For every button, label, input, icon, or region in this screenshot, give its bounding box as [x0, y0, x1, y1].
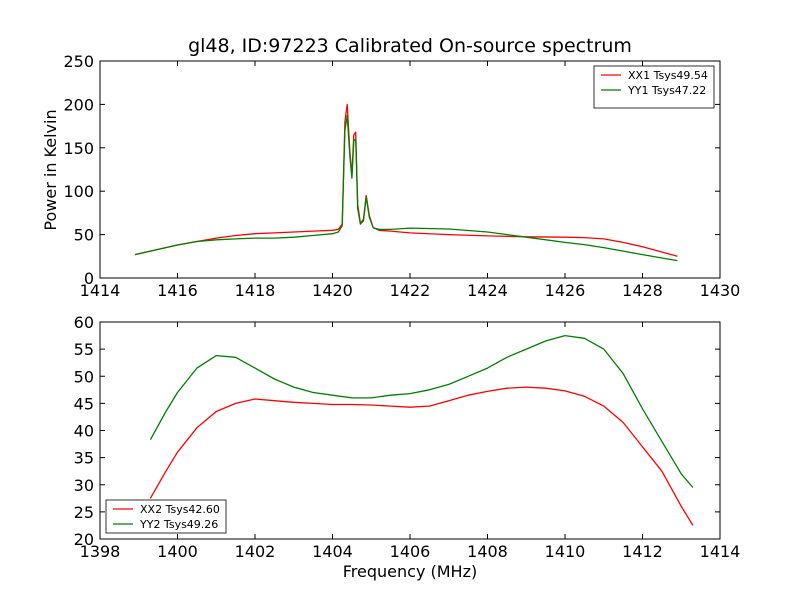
y-tick-label: 45	[74, 394, 94, 413]
y-tick-label: 40	[74, 422, 94, 441]
legend-label: XX2 Tsys42.60	[140, 503, 220, 516]
series-line-2	[134, 115, 678, 262]
x-tick-label: 1406	[390, 542, 431, 561]
y-tick-label: 35	[74, 449, 94, 468]
x-tick-label: 1416	[157, 281, 198, 300]
x-tick-label: 1410	[545, 542, 586, 561]
y-tick-label: 30	[74, 476, 94, 495]
y-tick-label: 100	[63, 182, 94, 201]
legend-label: YY2 Tsys49.26	[139, 518, 218, 531]
y-tick-label: 0	[84, 269, 94, 288]
chart-title: gl48, ID:97223 Calibrated On-source spec…	[188, 35, 632, 57]
x-tick-label: 1418	[235, 281, 276, 300]
y-tick-label: 250	[63, 52, 94, 71]
x-tick-label: 1408	[467, 542, 508, 561]
y-tick-label: 25	[74, 503, 94, 522]
x-tick-label: 1412	[622, 542, 663, 561]
legend-box	[593, 65, 715, 109]
legend: XX1 Tsys49.54 YY1 Tsys47.22	[593, 65, 715, 109]
x-tick-label: 1414	[700, 542, 741, 561]
y-tick-label: 150	[63, 139, 94, 158]
x-tick-label: 1414	[80, 281, 121, 300]
x-tick-label: 1420	[312, 281, 353, 300]
x-tick-label: 1428	[622, 281, 663, 300]
lower-spectrum-panel: 1398 1400 1402 1404 1406 1408 1410 1412 1414 20 25…	[74, 313, 741, 561]
x-tick-label: 1426	[545, 281, 586, 300]
y-tick-label: 60	[74, 313, 94, 332]
upper-spectrum-panel: 1414 1416 1418 1420 1422 1424 1426 1428 1430 0 50 1…	[63, 52, 740, 300]
y-tick-label: 20	[74, 530, 94, 549]
x-tick-label: 1430	[700, 281, 741, 300]
y-tick-label: 50	[74, 226, 94, 245]
legend-label: XX1 Tsys49.54	[628, 69, 708, 82]
x-tick-label: 1402	[235, 542, 276, 561]
x-tick-label: 1404	[312, 542, 353, 561]
series-line-1	[134, 103, 678, 257]
x-axis-label: Frequency (MHz)	[343, 562, 477, 581]
series-line-2	[149, 334, 694, 488]
y-tick-label: 200	[63, 95, 94, 114]
legend-box	[105, 499, 227, 534]
x-tick-label: 1422	[390, 281, 431, 300]
x-tick-label: 1400	[157, 542, 198, 561]
y-tick-label: 50	[74, 367, 94, 386]
x-tick-label: 1424	[467, 281, 508, 300]
legend-label: YY1 Tsys47.22	[627, 84, 706, 97]
series-line-1	[149, 386, 694, 526]
x-tick-label: 1398	[80, 542, 121, 561]
y-axis-label: Power in Kelvin	[41, 109, 60, 230]
y-tick-label: 55	[74, 340, 94, 359]
legend: XX2 Tsys42.60 YY2 Tsys49.26	[105, 499, 227, 534]
